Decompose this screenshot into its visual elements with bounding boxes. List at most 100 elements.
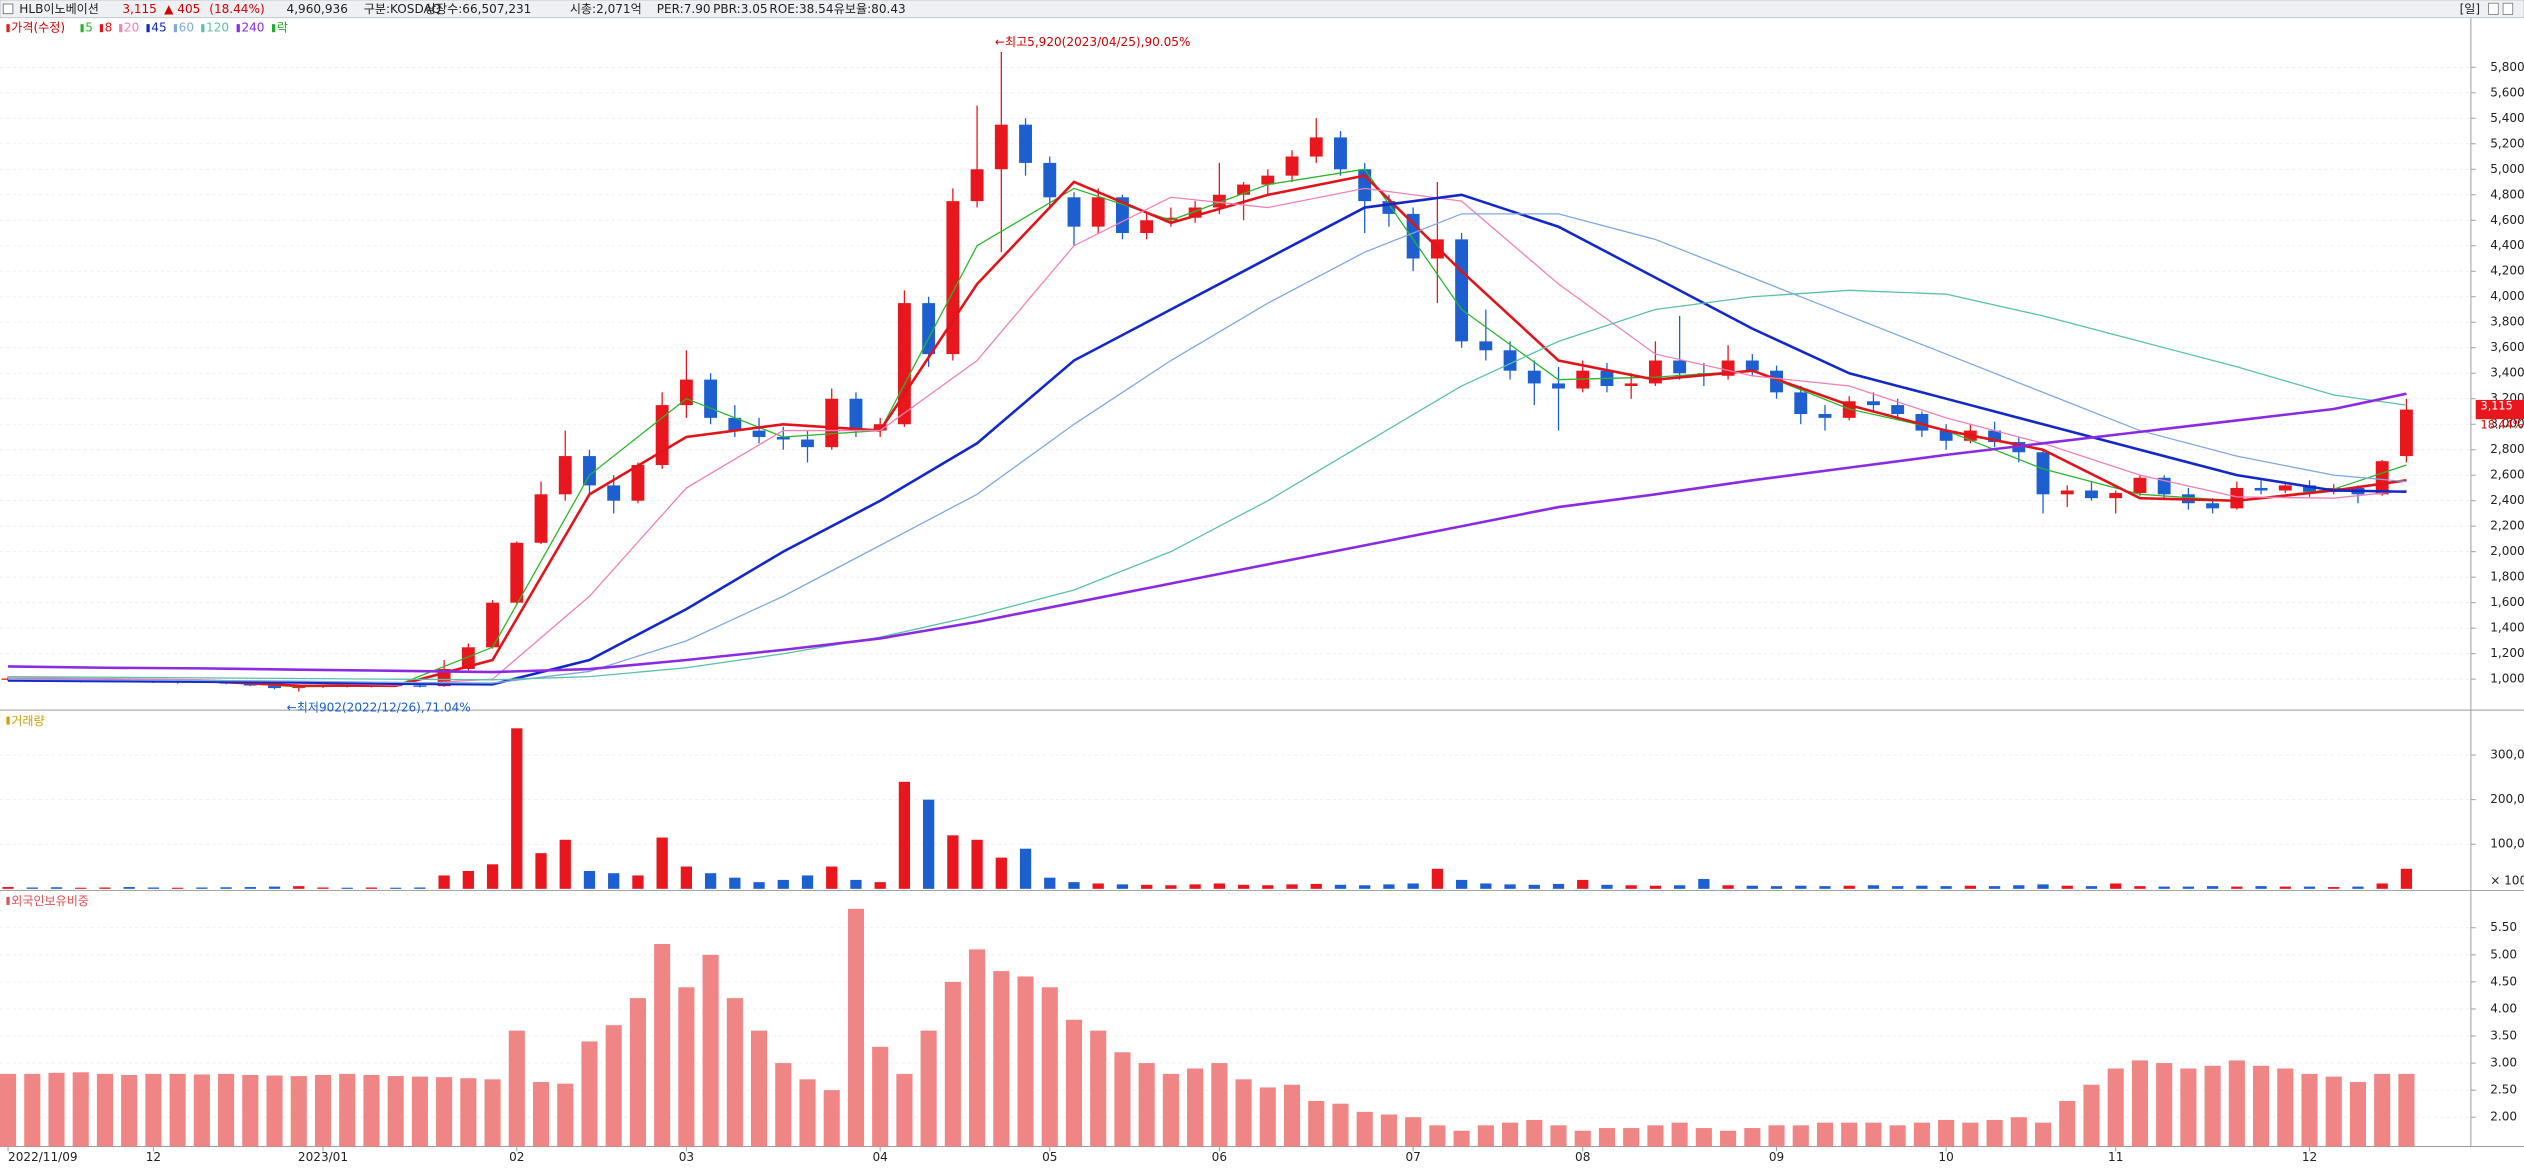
bar [24,1073,41,1147]
y-tick-label: 2,600 [2490,468,2524,482]
bar [1065,1019,1083,1147]
y-tick-label: 4,200 [2490,264,2524,278]
bar [1138,1063,1155,1147]
bar [535,853,547,889]
window-button[interactable] [2488,2,2499,15]
bar [1235,1079,1252,1147]
last-price-box [2475,399,2524,420]
candle-body [1116,197,1129,234]
bar [1068,882,1080,889]
bar [1528,884,1540,889]
bar [922,799,935,889]
candle-body [2085,490,2098,499]
candle-body [1552,383,1565,389]
candle-body [1939,430,1953,441]
bar [2398,1073,2415,1147]
legend-swatch [146,24,150,33]
bar [2182,886,2195,889]
candle-body [2399,409,2413,457]
legend-label: 60 [179,21,194,35]
bar [920,1030,937,1147]
candle-body [1334,137,1347,170]
header-checkbox[interactable] [2,3,14,15]
y-tick-label: 2,400 [2490,493,2524,507]
bar [777,879,789,889]
bar [1819,886,1831,889]
x-tick-label: 10 [1938,1150,1953,1164]
y-tick-label: 5.00 [2490,947,2517,961]
bar [799,1079,816,1147]
bar [1795,885,1807,889]
bar [1695,1128,1712,1147]
bar [2228,1060,2245,1147]
window-button[interactable] [2502,2,2514,15]
bar [823,1090,840,1147]
bar [2037,884,2049,889]
x-tick-label: 05 [1042,1150,1057,1164]
y-tick-label: 5,200 [2490,136,2524,150]
bar [1552,883,1565,889]
stock-name: HLB이노베이션 [19,2,99,16]
bar [26,887,38,889]
y-tick-label: 1,800 [2490,570,2524,584]
x-tick-label: 12 [146,1150,161,1164]
bar [874,882,886,889]
bar [1892,886,1904,889]
bar [1867,885,1880,889]
y-tick-label: 2,000 [2490,544,2524,558]
bar [1211,1063,1228,1147]
candle-body [2109,493,2123,499]
bar [196,887,208,889]
bar [629,998,646,1147]
bar [2107,1068,2124,1147]
panel-title: 외국인보유비중 [11,894,89,908]
bar [969,949,986,1147]
panel-swatch [6,896,10,905]
legend-swatch [272,24,276,33]
candle-body [1479,341,1493,351]
candle-body [486,602,500,648]
bar [1526,1119,1543,1147]
bar [2301,1073,2318,1147]
bar [753,882,765,889]
y-tick-label: 1,400 [2490,621,2524,635]
bar [2110,883,2122,889]
y-tick-label: 4,800 [2490,187,2524,201]
y-tick-label: 4,600 [2490,213,2524,227]
bar [193,1074,210,1147]
y-tick-label: 2.50 [2490,1083,2517,1097]
bar [656,837,668,889]
y-tick-label: 3,600 [2490,340,2524,354]
bar [341,887,353,889]
candle-body [752,430,766,437]
bar [1625,885,1637,889]
bar [99,887,111,889]
candle-body [1237,184,1251,195]
period-button[interactable]: [일] [2460,2,2481,16]
shares: 상장수:66,507,231 [425,2,531,16]
candle-body [1043,162,1057,198]
bar [244,887,256,889]
bar [2231,886,2243,889]
pbr: PBR:3.05 [713,2,767,16]
bar [2303,886,2316,889]
y-tick-label: 4,400 [2490,238,2524,252]
bar [608,873,620,889]
bar [1213,883,1225,889]
candle-body [1455,239,1469,342]
bar [1141,884,1153,889]
bar [511,728,523,889]
bar [1189,884,1201,889]
candle-body [1867,401,1880,406]
bar [2255,886,2267,889]
bar [1383,884,1395,889]
bar [583,870,596,889]
candle-body [970,169,984,202]
candle-body [1091,197,1105,227]
bar [1770,886,1783,889]
candle-body [776,436,790,440]
y-tick-label: 5.50 [2490,920,2517,934]
candle-body [268,685,281,689]
panel-title: 거래량 [11,714,44,728]
panel-swatch [6,716,10,725]
